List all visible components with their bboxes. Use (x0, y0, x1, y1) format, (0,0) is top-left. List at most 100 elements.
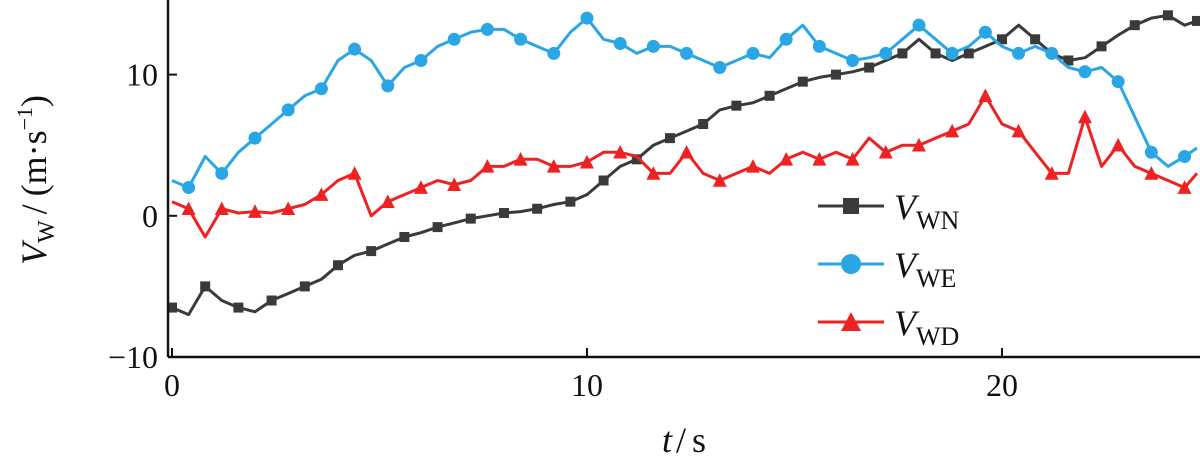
data-point (945, 46, 959, 60)
data-point (779, 152, 794, 166)
data-point (797, 76, 808, 87)
data-point (1111, 75, 1125, 89)
data-point (366, 246, 377, 257)
y-axis-unit: (m·s (14, 130, 54, 196)
data-point (646, 166, 661, 180)
data-point (846, 53, 860, 67)
data-point (812, 152, 827, 166)
y-axis-subscript: W (34, 220, 60, 243)
data-point (1178, 149, 1192, 163)
data-point (713, 61, 727, 75)
data-point (613, 37, 627, 51)
data-point (746, 46, 760, 60)
data-point (547, 46, 561, 60)
data-point (200, 281, 211, 292)
series-wd (171, 88, 1199, 239)
data-point (646, 39, 660, 53)
data-point (579, 154, 594, 169)
legend-label: VWE (894, 245, 956, 293)
data-point (897, 48, 908, 59)
data-point (879, 46, 893, 60)
data-point (1162, 10, 1173, 21)
data-point (182, 181, 196, 195)
data-point (247, 204, 262, 218)
data-point (963, 48, 974, 59)
data-point (215, 166, 229, 180)
series-wn (167, 10, 1200, 317)
data-point (214, 201, 229, 216)
data-point (580, 11, 594, 25)
data-point (945, 123, 960, 138)
data-point (299, 281, 310, 292)
data-point (680, 46, 694, 60)
data-point (1177, 180, 1192, 194)
data-point (546, 159, 561, 173)
series-we (171, 11, 1198, 195)
data-point (465, 213, 476, 224)
legend-marker (841, 312, 861, 331)
data-point (1144, 145, 1158, 159)
data-point (348, 42, 362, 56)
legend-item-wd: VWD (818, 303, 959, 351)
data-point (1129, 20, 1140, 31)
data-point (513, 152, 528, 166)
y-ticks: −10 0 10 (108, 57, 177, 375)
data-point (779, 32, 793, 46)
data-point (712, 173, 727, 187)
data-point (380, 194, 395, 208)
data-point (1077, 109, 1092, 124)
x-tick-label: 10 (571, 367, 603, 403)
data-point (413, 180, 428, 194)
data-point (432, 222, 443, 233)
data-point (314, 187, 329, 201)
data-point (1044, 166, 1059, 180)
data-point (414, 53, 428, 67)
series-layer (167, 10, 1200, 317)
data-point (181, 201, 196, 216)
data-point (1111, 137, 1126, 152)
x-axis-variable: t (662, 420, 673, 460)
legend-item-we: VWE (818, 245, 956, 293)
legend-label: VWD (894, 303, 959, 351)
data-point (447, 32, 461, 46)
y-axis-variable: V (14, 239, 54, 265)
data-point (399, 231, 410, 242)
data-point (731, 100, 742, 111)
data-point (447, 177, 462, 192)
data-point (565, 196, 576, 207)
data-point (381, 79, 395, 93)
data-point (1012, 46, 1026, 60)
data-point (314, 82, 328, 96)
data-point (480, 22, 494, 36)
data-point (281, 201, 296, 216)
data-point (598, 175, 609, 186)
svg-text:VW/(m·s−1): VW/(m·s−1) (12, 95, 60, 265)
data-point (912, 18, 926, 32)
y-tick-label: 10 (126, 57, 158, 93)
data-point (167, 302, 177, 313)
data-point (1011, 123, 1026, 138)
data-point (347, 166, 362, 180)
y-axis-unit-exponent: −1 (12, 107, 37, 130)
data-point (248, 131, 262, 145)
x-tick-label: 0 (164, 367, 180, 403)
data-point (845, 152, 860, 166)
y-axis-unit-close: ) (14, 95, 54, 107)
data-point (1078, 65, 1092, 79)
legend-label: VWN (894, 187, 960, 235)
y-tick-label: −10 (108, 339, 158, 375)
data-point (1096, 41, 1107, 52)
data-point (1144, 166, 1159, 180)
data-point (233, 302, 244, 313)
legend-marker (841, 254, 861, 274)
data-point (930, 48, 941, 59)
data-point (698, 119, 709, 130)
data-point (664, 133, 675, 144)
data-point (911, 137, 926, 152)
data-point (480, 159, 495, 173)
data-point (745, 159, 760, 173)
data-point (514, 32, 528, 46)
data-point (1063, 55, 1074, 66)
data-point (812, 39, 826, 53)
